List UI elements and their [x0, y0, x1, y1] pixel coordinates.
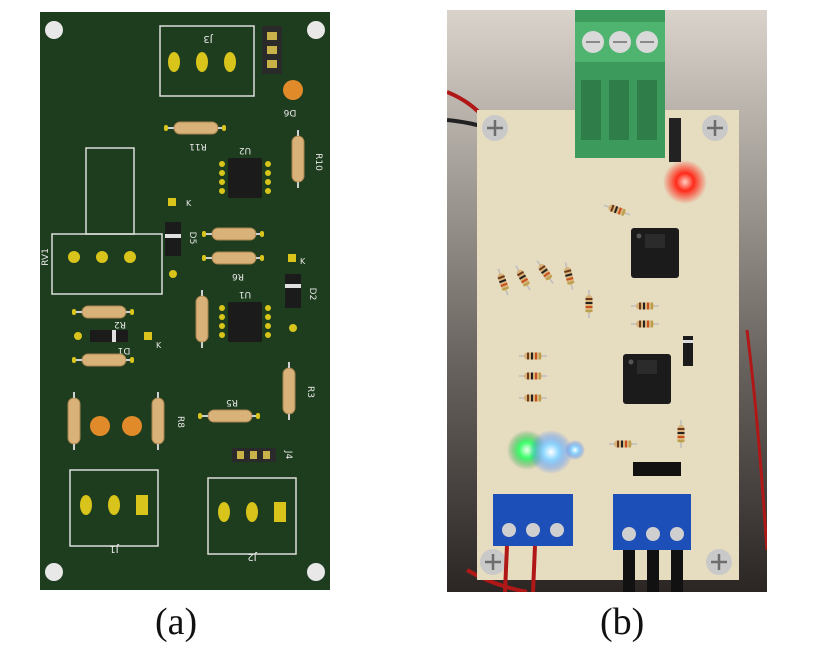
screw — [480, 549, 506, 575]
led-d3 — [90, 416, 110, 436]
caption-a: (a) — [155, 601, 198, 643]
d6-label: D6 — [283, 107, 296, 117]
r8-label: R8 — [175, 416, 185, 428]
u2-label: U2 — [239, 145, 251, 155]
pcb-render-svg: J3 D6 R11 U2 R10 RV1 — [40, 12, 330, 590]
d2-label: D2 — [307, 288, 317, 301]
header-pins — [669, 118, 681, 162]
r2-label: R2 — [114, 319, 126, 329]
diode — [683, 336, 693, 366]
k-label-d5: K — [186, 199, 192, 208]
ic-chip — [623, 354, 671, 404]
j3-pads — [168, 52, 236, 72]
diode-d2 — [285, 274, 301, 308]
j4-label: J4 — [283, 450, 293, 460]
caption-b: (b) — [600, 601, 645, 643]
pcb-render-panel: J3 D6 R11 U2 R10 RV1 — [40, 12, 330, 590]
r11-label: R11 — [189, 141, 207, 151]
r6-label: R6 — [232, 271, 244, 281]
led-d6 — [283, 80, 303, 100]
green-terminal-block — [575, 10, 665, 158]
mounting-hole — [307, 21, 325, 39]
j2-label: J2 — [247, 551, 257, 562]
j2-outline — [207, 477, 297, 555]
j1-label: J1 — [109, 543, 119, 554]
d1-label: D1 — [118, 345, 131, 355]
k-label-d1: K — [156, 341, 162, 350]
led-blue — [529, 430, 573, 474]
j3-label: J3 — [203, 33, 213, 44]
mounting-hole — [45, 21, 63, 39]
mounting-hole — [307, 563, 325, 581]
resistor-r4 — [195, 289, 209, 349]
ic-chip — [631, 228, 679, 278]
led-red — [663, 160, 707, 204]
screw — [702, 115, 728, 141]
resistor-r8 — [151, 391, 165, 451]
resistor-r9 — [67, 391, 81, 451]
rv1-label: RV1 — [41, 248, 51, 266]
j1-outline — [69, 469, 159, 547]
led-blue-small — [565, 440, 585, 460]
photo-panel — [446, 10, 769, 594]
r3-label: R3 — [305, 386, 315, 398]
screw — [482, 115, 508, 141]
rv1-outline — [51, 233, 163, 295]
r5-label: R5 — [226, 397, 238, 407]
diode-d5 — [165, 222, 181, 256]
pcb-board — [40, 12, 330, 590]
diode-d1 — [74, 330, 152, 342]
d5-label: D5 — [187, 232, 197, 245]
resistor-r3 — [282, 361, 296, 421]
header-j4 — [633, 462, 681, 476]
u1-label: U1 — [239, 289, 251, 299]
resistor-r10 — [291, 129, 305, 189]
r10-label: R10 — [313, 153, 323, 171]
screw — [706, 549, 732, 575]
led-d4 — [122, 416, 142, 436]
blue-terminal-block-left — [493, 494, 573, 593]
photo-svg — [446, 10, 769, 594]
blue-terminal-block-right — [613, 494, 691, 592]
j3-outline — [159, 25, 255, 97]
mounting-hole — [45, 563, 63, 581]
k-label-d2: K — [300, 257, 306, 266]
